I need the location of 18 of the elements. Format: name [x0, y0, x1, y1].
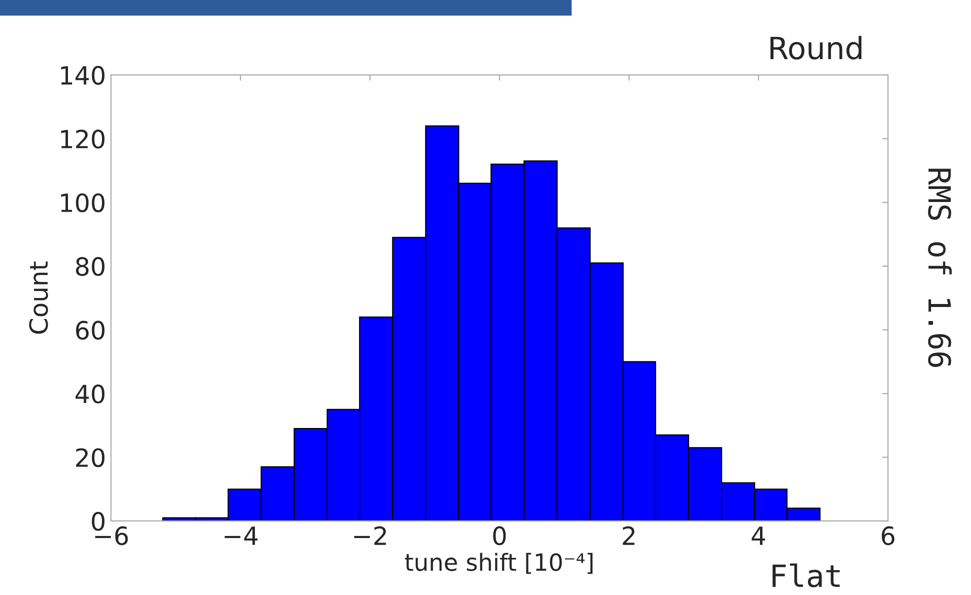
y-tick-label: 20 — [76, 448, 104, 468]
x-tick-label: 6 — [882, 526, 894, 546]
y-tick-label: 120 — [61, 130, 104, 149]
y-tick-label: 40 — [76, 384, 104, 404]
y-tick-label: 100 — [61, 193, 104, 212]
text: Flat — [772, 563, 840, 588]
y-axis-title: Count — [29, 261, 48, 334]
text: Round — [770, 36, 862, 60]
y-tick-label: 140 — [61, 66, 104, 85]
y-tick-label: 60 — [76, 320, 104, 340]
text: RMS of 1.66 — [928, 168, 952, 367]
x-tick-label: 4 — [752, 526, 766, 545]
y-tick-label: 80 — [76, 257, 104, 276]
x-tick-label: −2 — [354, 526, 386, 545]
x-tick-label: 0 — [493, 526, 506, 546]
x-axis-title: tune shift [10⁻⁴] — [405, 552, 593, 574]
x-tick-label: 2 — [622, 526, 634, 545]
x-tick-label: −4 — [224, 526, 258, 545]
